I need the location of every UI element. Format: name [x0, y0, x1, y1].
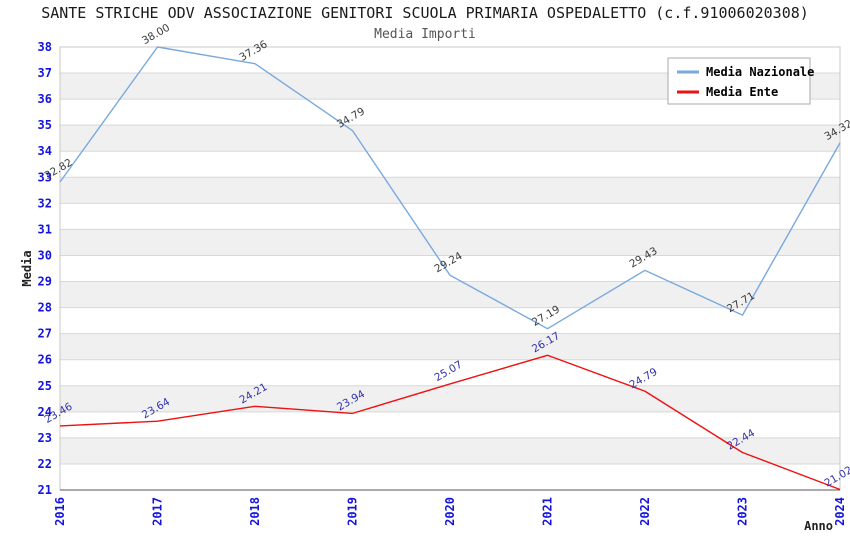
x-tick-label: 2020	[443, 497, 457, 526]
y-tick-label: 35	[38, 118, 52, 132]
y-tick-label: 30	[38, 248, 52, 262]
y-tick-label: 33	[38, 170, 52, 184]
x-tick-label: 2018	[248, 497, 262, 526]
x-tick-label: 2023	[736, 497, 750, 526]
legend-label-media-nazionale: Media Nazionale	[706, 65, 814, 79]
y-tick-label: 32	[38, 196, 52, 210]
band-stripe	[60, 177, 840, 204]
legend-box	[667, 57, 811, 105]
x-tick-label: 2022	[638, 497, 652, 526]
band-stripe	[60, 281, 840, 308]
legend: Media Nazionale Media Ente	[667, 57, 814, 105]
x-tick-label: 2017	[151, 497, 165, 526]
y-tick-label: 27	[38, 327, 52, 341]
x-tick-label: 2024	[833, 497, 847, 526]
y-tick-label: 38	[38, 40, 52, 54]
y-tick-label: 26	[38, 353, 52, 367]
band-stripe	[60, 437, 840, 464]
value-label: 38.00	[140, 22, 172, 47]
chart-subtitle: Media Importi	[374, 27, 476, 42]
background-bands	[60, 73, 840, 464]
x-tick-label: 2016	[53, 497, 67, 526]
value-label: 21.02	[822, 464, 850, 489]
gridlines	[60, 72, 840, 465]
series-line-media-ente	[59, 354, 841, 491]
legend-label-media-ente: Media Ente	[706, 85, 778, 99]
x-axis-ticks: 2016 2017 2018 2019 2020 2021 2022 2023 2024	[53, 497, 847, 526]
x-axis-title: Anno	[804, 519, 833, 533]
band-stripe	[60, 125, 840, 152]
y-tick-label: 22	[38, 457, 52, 471]
y-tick-label: 29	[38, 275, 52, 289]
band-stripe	[60, 333, 840, 360]
y-tick-label: 37	[38, 66, 52, 80]
value-label: 25.07	[432, 359, 464, 384]
y-tick-label: 25	[38, 379, 52, 393]
x-tick-label: 2019	[346, 497, 360, 526]
y-tick-label: 23	[38, 431, 52, 445]
band-stripe	[60, 385, 840, 412]
y-tick-label: 28	[38, 301, 52, 315]
y-axis-ticks: 21 22 23 24 25 26 27 28 29 30 31 32 33 34 35 36 37 38	[38, 40, 52, 497]
chart-title: SANTE STRICHE ODV ASSOCIAZIONE GENITORI …	[41, 4, 809, 22]
y-tick-label: 34	[38, 144, 52, 158]
y-tick-label: 36	[38, 92, 52, 106]
y-tick-label: 31	[38, 222, 52, 236]
y-tick-label: 24	[38, 405, 52, 419]
band-stripe	[60, 229, 840, 256]
series-line-media-nazionale	[59, 46, 841, 330]
y-axis-title: Media	[20, 250, 34, 286]
x-tick-label: 2021	[541, 497, 555, 526]
y-tick-label: 21	[38, 483, 52, 497]
value-label: 37.36	[237, 38, 269, 64]
